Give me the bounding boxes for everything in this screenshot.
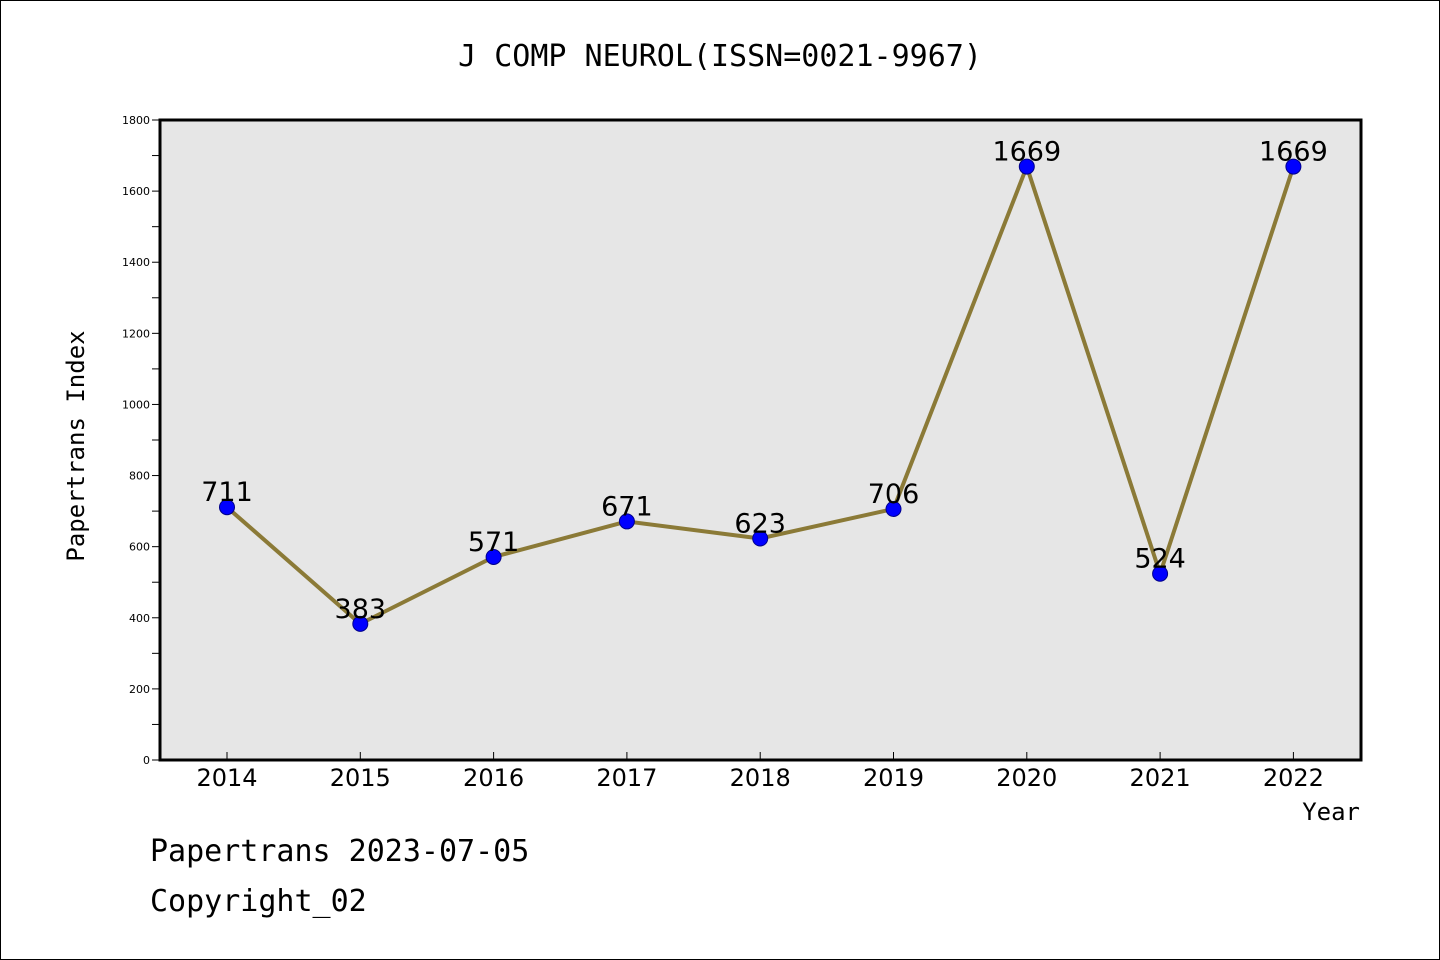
data-label: 383 xyxy=(335,594,387,625)
data-point xyxy=(885,500,902,517)
y-tick-label: 1200 xyxy=(122,327,150,340)
data-point xyxy=(219,499,235,516)
data-label: 706 xyxy=(868,479,920,510)
data-point xyxy=(1285,158,1302,175)
x-tick-label: 2018 xyxy=(730,764,791,792)
data-label: 623 xyxy=(734,508,786,539)
data-label: 1669 xyxy=(992,137,1061,168)
y-tick-label: 1000 xyxy=(122,398,150,411)
y-tick-label: 0 xyxy=(143,754,150,767)
data-point xyxy=(485,548,502,565)
marker-group xyxy=(219,158,1302,632)
data-label-group: 711 383 571 671 623 706 1669 524 1669 xyxy=(201,137,1328,625)
plot-area xyxy=(158,118,1363,762)
data-point xyxy=(1018,158,1035,175)
footer-copyright: Copyright_02 xyxy=(150,884,367,919)
data-point xyxy=(352,615,369,632)
y-tick-label: 1800 xyxy=(122,114,150,127)
x-tick-label: 2022 xyxy=(1263,764,1324,792)
y-axis-label: Papertrans Index xyxy=(62,330,90,561)
y-tick-label: 1400 xyxy=(122,256,150,269)
y-axis: 0 200 400 600 800 1000 1200 1400 1600 1800 xyxy=(122,114,160,767)
data-point xyxy=(1152,565,1169,582)
y-tick-label: 600 xyxy=(129,541,150,554)
x-tick-label: 2014 xyxy=(196,764,257,792)
x-axis-label: Year xyxy=(1302,798,1360,826)
y-tick-label: 1600 xyxy=(122,185,150,198)
data-label: 524 xyxy=(1134,544,1186,575)
x-tick-label: 2016 xyxy=(463,764,524,792)
x-axis: 2014 2015 2016 2017 2018 2019 2020 2021 2022 xyxy=(196,752,1324,792)
x-tick-label: 2017 xyxy=(596,764,657,792)
x-tick-label: 2019 xyxy=(863,764,924,792)
x-tick-label: 2015 xyxy=(330,764,391,792)
x-tick-label: 2021 xyxy=(1130,764,1191,792)
chart-title: J COMP NEUROL(ISSN=0021-9967) xyxy=(458,39,982,74)
y-tick-label: 400 xyxy=(129,612,150,625)
data-point xyxy=(618,513,635,530)
data-label: 571 xyxy=(468,527,520,558)
y-tick-label: 200 xyxy=(129,683,150,696)
data-label: 671 xyxy=(601,491,653,522)
x-tick-label: 2020 xyxy=(996,764,1057,792)
data-label: 711 xyxy=(201,477,253,508)
footer-date: Papertrans 2023-07-05 xyxy=(150,834,530,869)
data-point xyxy=(752,530,769,547)
y-tick-label: 800 xyxy=(129,470,150,483)
data-label: 1669 xyxy=(1259,137,1328,168)
